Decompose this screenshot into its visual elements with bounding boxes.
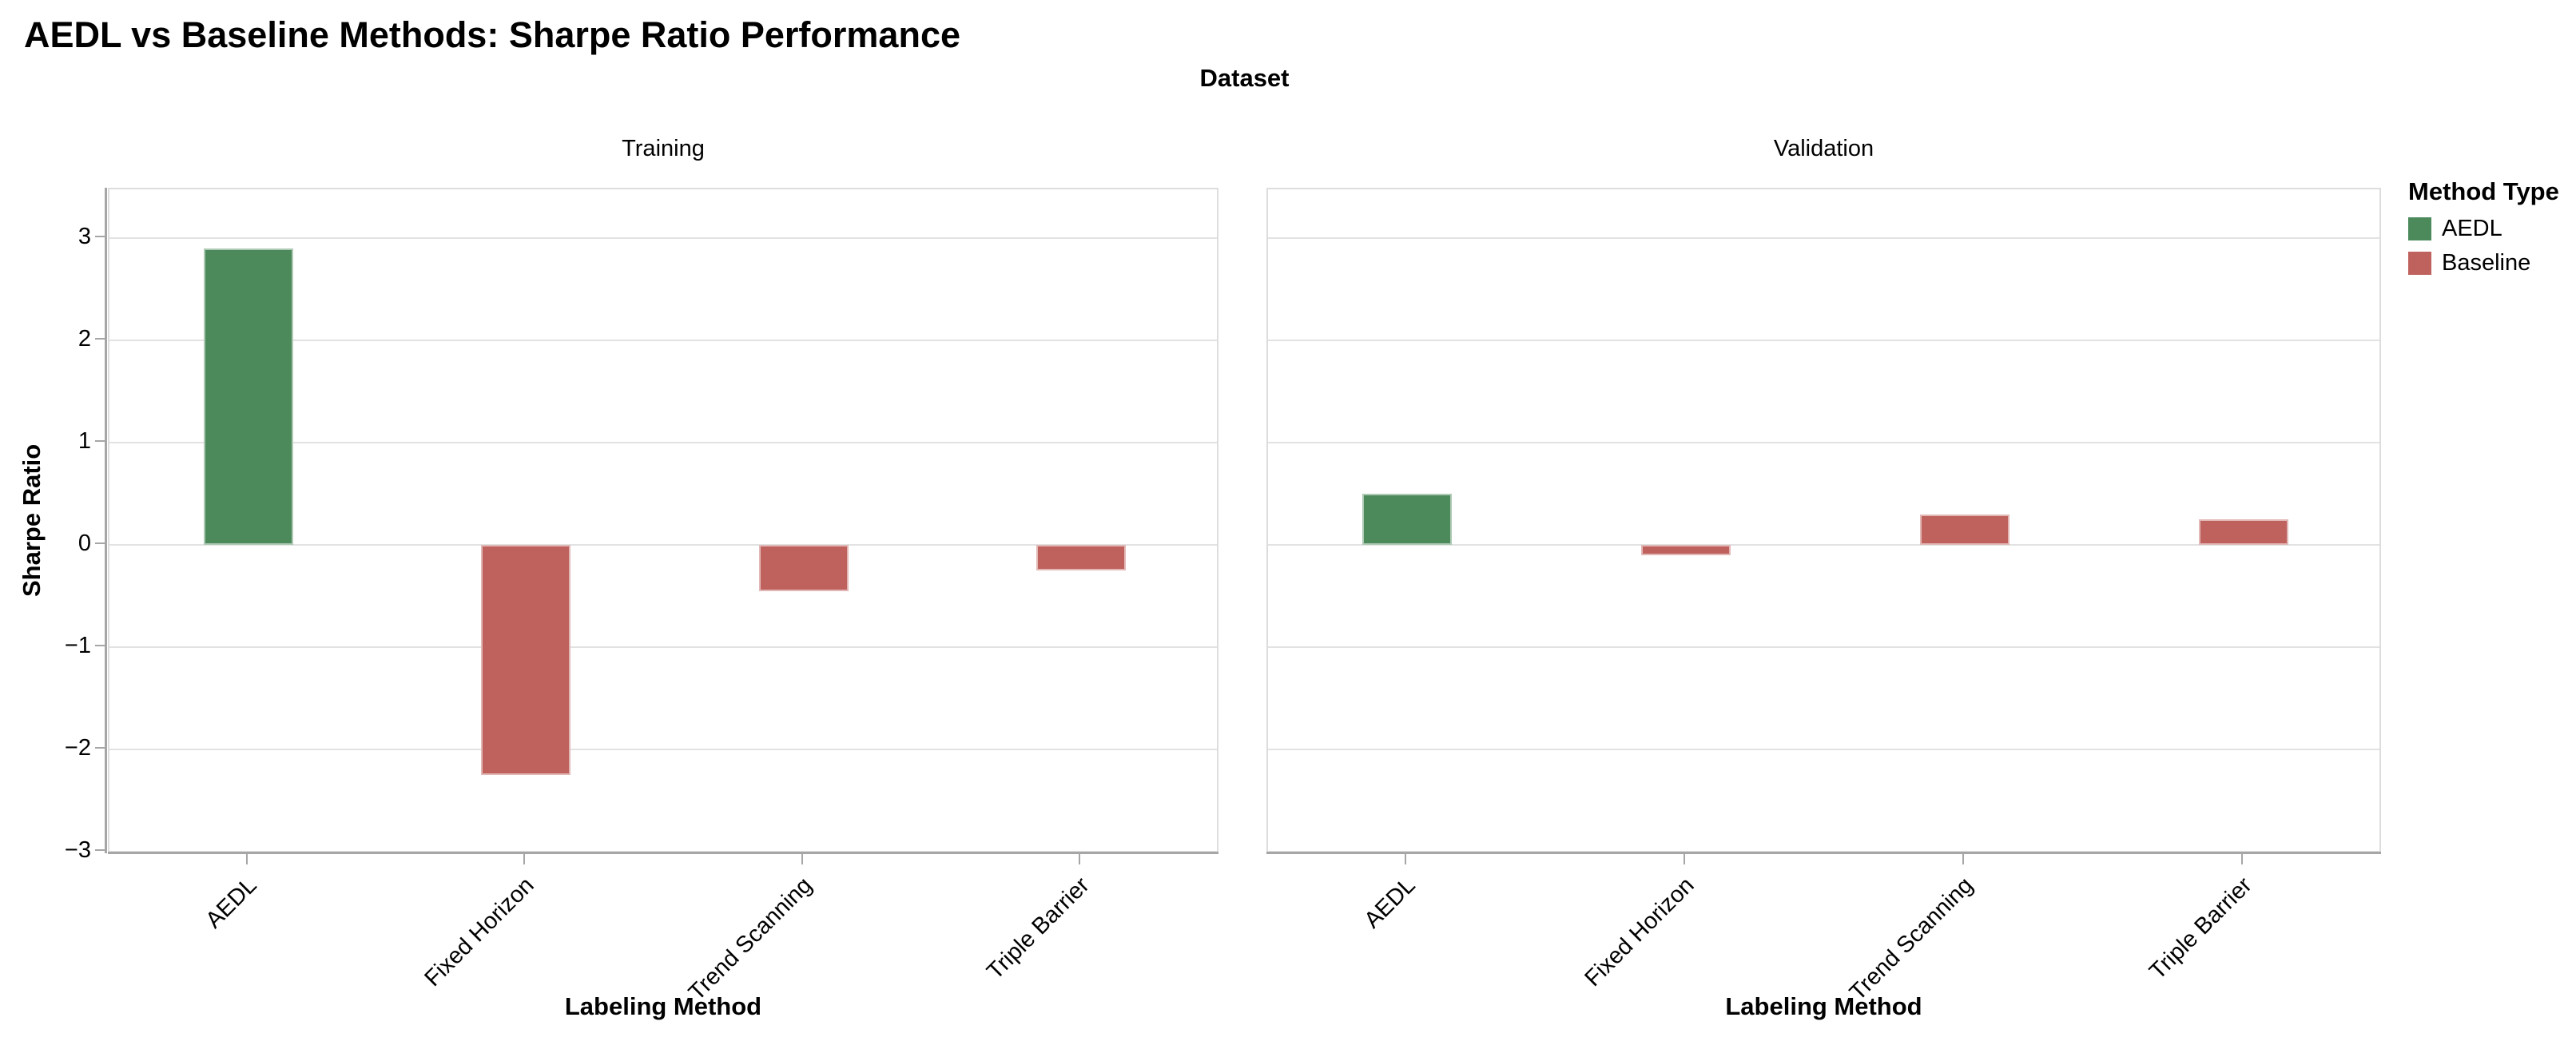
y-tick-mark — [95, 645, 105, 646]
x-tick-label: AEDL — [1359, 872, 1421, 934]
x-tick-mark — [2240, 854, 2243, 864]
bar-triple-barrier — [1036, 545, 1127, 570]
y-tick-label: −1 — [64, 633, 91, 658]
legend-label-aedl: AEDL — [2442, 216, 2502, 241]
y-tick-mark — [95, 849, 105, 851]
bar-aedl — [1362, 494, 1453, 545]
x-tick-label: Trend Scanning — [1844, 872, 1978, 1006]
x-axis-line-training — [108, 852, 1218, 854]
gridline — [109, 442, 1217, 443]
x-tick-mark — [523, 854, 526, 864]
y-tick-label: −3 — [64, 837, 91, 863]
plot-panel-validation — [1266, 188, 2381, 853]
x-tick-mark — [245, 854, 248, 864]
facet-subtitle-training: Training — [622, 136, 705, 161]
y-tick-label: 2 — [78, 326, 91, 352]
gridline — [109, 544, 1217, 546]
gridline — [109, 340, 1217, 341]
bar-fixed-horizon — [481, 545, 571, 775]
gridline — [109, 646, 1217, 648]
x-axis-line-validation — [1266, 852, 2381, 854]
gridline — [1268, 340, 2379, 341]
x-tick-mark — [1684, 854, 1686, 864]
x-tick-label: AEDL — [201, 872, 262, 934]
x-axis-title-validation: Labeling Method — [1725, 992, 1922, 1020]
gridline — [1268, 749, 2379, 750]
facet-subtitle-validation: Validation — [1773, 136, 1874, 161]
x-tick-mark — [1405, 854, 1407, 864]
x-tick-label: Triple Barrier — [2144, 872, 2257, 985]
legend-swatch-baseline — [2408, 252, 2431, 275]
y-tick-mark — [95, 338, 105, 340]
y-tick-mark — [95, 747, 105, 749]
bar-trend-scanning — [1919, 514, 2010, 545]
legend-entry-aedl: AEDL — [2408, 216, 2573, 242]
y-tick-mark — [95, 542, 105, 544]
x-axis-title-training: Labeling Method — [564, 992, 762, 1020]
x-tick-label: Fixed Horizon — [1580, 872, 1699, 992]
bar-fixed-horizon — [1641, 545, 1731, 555]
y-tick-mark — [95, 236, 105, 237]
bar-aedl — [203, 248, 293, 545]
gridline — [109, 237, 1217, 239]
chart-title: AEDL vs Baseline Methods: Sharpe Ratio P… — [24, 14, 960, 55]
y-tick-mark — [95, 440, 105, 442]
y-axis-line — [105, 188, 107, 853]
legend-swatch-aedl — [2408, 217, 2431, 240]
legend: Method Type AEDL Baseline — [2408, 177, 2573, 284]
x-tick-label: Fixed Horizon — [419, 872, 539, 992]
legend-title: Method Type — [2408, 177, 2559, 205]
x-tick-label: Triple Barrier — [982, 872, 1095, 985]
plot-panel-training — [108, 188, 1218, 853]
y-tick-label: 1 — [78, 428, 91, 454]
legend-entry-baseline: Baseline — [2408, 250, 2573, 276]
gridline — [109, 749, 1217, 750]
gridline — [1268, 646, 2379, 648]
bar-trend-scanning — [758, 545, 849, 591]
x-tick-mark — [1962, 854, 1964, 864]
y-tick-label: −2 — [64, 735, 91, 761]
x-tick-mark — [801, 854, 803, 864]
x-tick-label: Trend Scanning — [683, 872, 817, 1006]
y-tick-label: 3 — [78, 224, 91, 249]
gridline — [1268, 237, 2379, 239]
legend-label-baseline: Baseline — [2442, 250, 2531, 276]
bar-triple-barrier — [2198, 519, 2288, 545]
x-tick-mark — [1079, 854, 1081, 864]
y-tick-label: 0 — [78, 530, 91, 556]
facet-header-dataset: Dataset — [1199, 64, 1290, 92]
gridline — [1268, 544, 2379, 546]
gridline — [1268, 442, 2379, 443]
